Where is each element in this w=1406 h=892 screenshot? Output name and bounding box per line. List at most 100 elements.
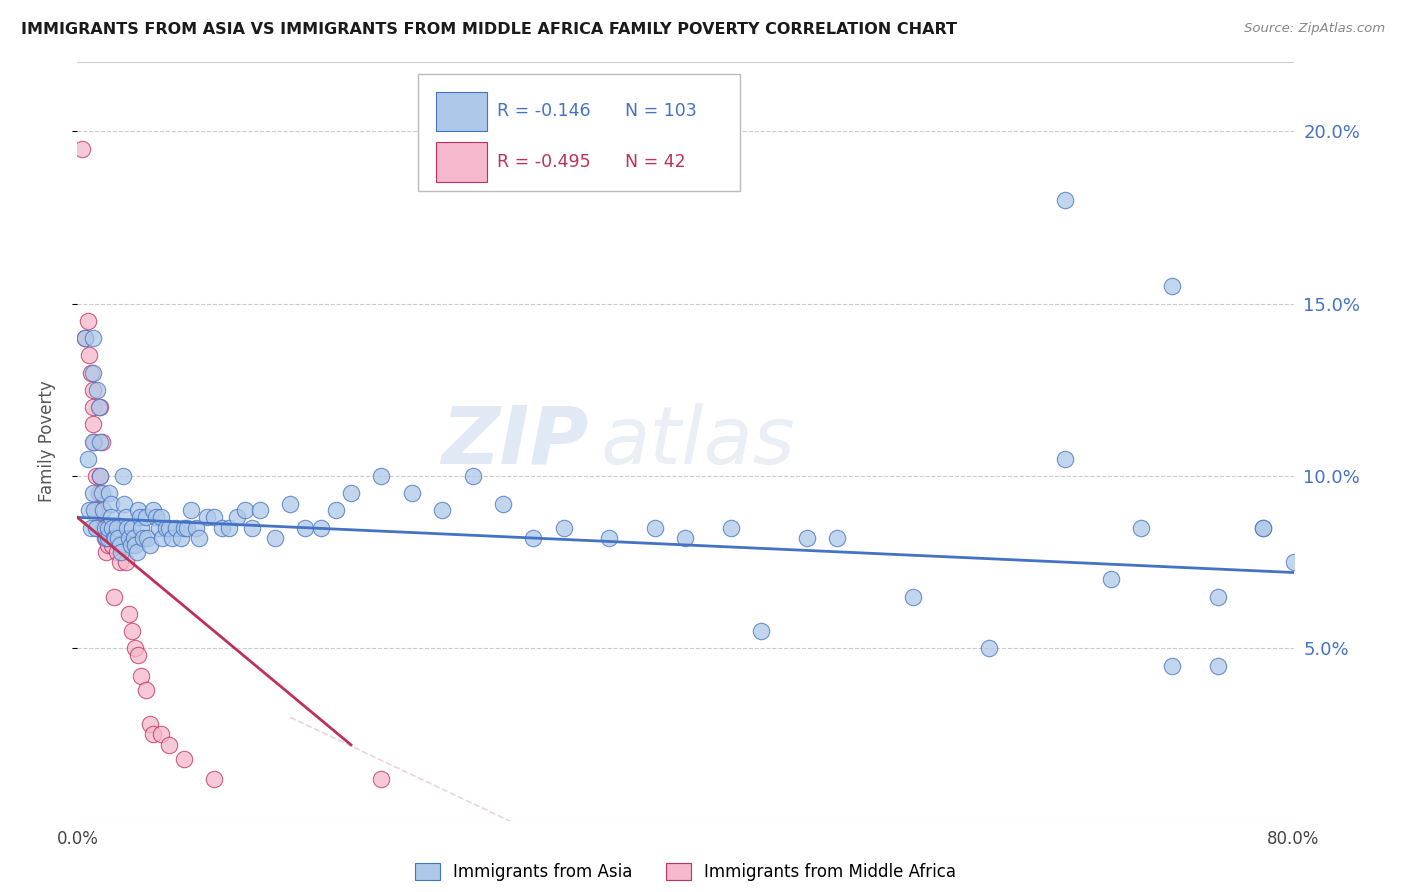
Point [401, 486, 423, 500]
Point [101, 538, 124, 552]
Point [111, 469, 134, 483]
Point [100, 531, 122, 545]
Point [553, 521, 575, 535]
Point [160, 531, 183, 545]
Point [142, 503, 165, 517]
Point [96, 545, 118, 559]
Text: atlas: atlas [600, 402, 794, 481]
Point [82, 417, 104, 432]
Point [118, 531, 141, 545]
Point [90, 434, 112, 449]
Point [114, 497, 136, 511]
Point [430, 503, 453, 517]
Point [100, 510, 122, 524]
Point [188, 531, 211, 545]
FancyBboxPatch shape [418, 74, 740, 191]
Point [1099, 573, 1122, 587]
Point [82, 331, 104, 345]
Point [195, 510, 218, 524]
Point [82, 400, 104, 414]
Point [122, 531, 145, 545]
Point [97, 538, 120, 552]
Point [104, 531, 127, 545]
Point [110, 545, 132, 559]
Point [84, 521, 107, 535]
Point [87, 486, 110, 500]
Point [136, 531, 159, 545]
Point [98, 486, 121, 500]
Point [93, 531, 115, 545]
Point [96, 531, 118, 545]
Point [127, 648, 149, 663]
Point [675, 531, 697, 545]
Point [121, 624, 143, 639]
Point [827, 531, 849, 545]
Point [91, 503, 114, 517]
Point [89, 469, 111, 483]
Point [145, 510, 167, 524]
Point [86, 383, 108, 397]
Point [751, 624, 773, 639]
FancyBboxPatch shape [436, 92, 488, 131]
Point [340, 486, 363, 500]
Point [124, 538, 146, 552]
Point [124, 641, 146, 656]
Point [148, 521, 170, 535]
Text: R = -0.495: R = -0.495 [496, 153, 591, 171]
Point [129, 669, 152, 683]
Point [139, 538, 162, 552]
Point [1251, 521, 1274, 535]
Point [83, 503, 105, 517]
Point [107, 531, 129, 545]
Point [89, 400, 111, 414]
Point [89, 434, 111, 449]
Point [97, 531, 120, 545]
Point [309, 521, 332, 535]
Text: ZIP: ZIP [440, 402, 588, 481]
Text: R = -0.146: R = -0.146 [496, 103, 591, 120]
Point [125, 545, 148, 559]
Point [108, 555, 131, 569]
Point [108, 538, 131, 552]
Point [83, 434, 105, 449]
Point [73, 331, 96, 345]
Text: IMMIGRANTS FROM ASIA VS IMMIGRANTS FROM MIDDLE AFRICA FAMILY POVERTY CORRELATION: IMMIGRANTS FROM ASIA VS IMMIGRANTS FROM … [21, 22, 957, 37]
Point [1054, 194, 1077, 208]
Point [644, 521, 666, 535]
Point [461, 469, 484, 483]
Point [73, 331, 96, 345]
Point [903, 590, 925, 604]
Text: Source: ZipAtlas.com: Source: ZipAtlas.com [1244, 22, 1385, 36]
Point [82, 366, 104, 380]
Point [87, 400, 110, 414]
Point [127, 503, 149, 517]
Point [115, 510, 138, 524]
Point [128, 510, 150, 524]
Point [211, 521, 233, 535]
Point [90, 486, 112, 500]
Point [100, 497, 122, 511]
Point [97, 521, 120, 535]
Point [173, 751, 195, 765]
Point [1251, 521, 1274, 535]
Point [120, 538, 142, 552]
Point [522, 531, 544, 545]
Point [80, 521, 103, 535]
Point [91, 521, 114, 535]
Point [84, 469, 107, 483]
Point [131, 531, 153, 545]
Point [370, 469, 392, 483]
Point [796, 531, 818, 545]
Point [249, 503, 271, 517]
Point [184, 521, 207, 535]
Point [218, 521, 240, 535]
Point [82, 434, 104, 449]
Point [93, 521, 115, 535]
Point [720, 521, 742, 535]
Point [1206, 590, 1229, 604]
Point [101, 521, 124, 535]
Point [129, 521, 152, 535]
Point [77, 314, 100, 328]
Point [111, 531, 134, 545]
Point [1130, 521, 1153, 535]
